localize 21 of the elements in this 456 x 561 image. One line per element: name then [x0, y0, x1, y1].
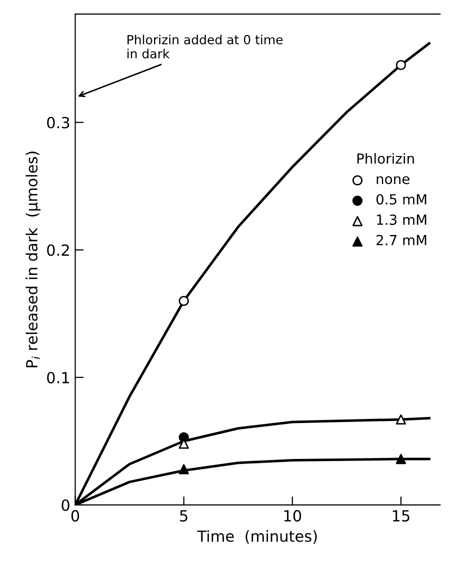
x-tick-label: 0 — [71, 510, 80, 522]
legend-title: Phlorizin — [357, 153, 414, 164]
x-tick-label: 10 — [284, 510, 302, 522]
point — [396, 60, 406, 70]
legend-label: 0.5 mM — [376, 194, 426, 205]
point — [178, 296, 189, 306]
point — [396, 454, 406, 464]
x-tick-label: 15 — [392, 510, 410, 522]
legend-label: 1.3 mM — [377, 214, 426, 225]
legend-label: none — [376, 176, 410, 184]
legend-label: 2.7 mM — [376, 234, 426, 246]
x-axis-title: Time (minutes) — [197, 530, 317, 544]
y-axis-title: P$_{i}$ released in dark (μmoles) — [26, 152, 40, 368]
x-tick-label: 5 — [180, 510, 188, 522]
y-tick-label: 0.2 — [47, 244, 69, 256]
y-tick-label: 0.1 — [47, 372, 69, 384]
y-tick-label: 0.3 — [47, 116, 70, 128]
y-tick-label: 0 — [62, 499, 70, 511]
annotation: Phlorizin added at 0 time in dark — [127, 34, 283, 58]
point — [396, 414, 406, 425]
point — [178, 464, 189, 474]
